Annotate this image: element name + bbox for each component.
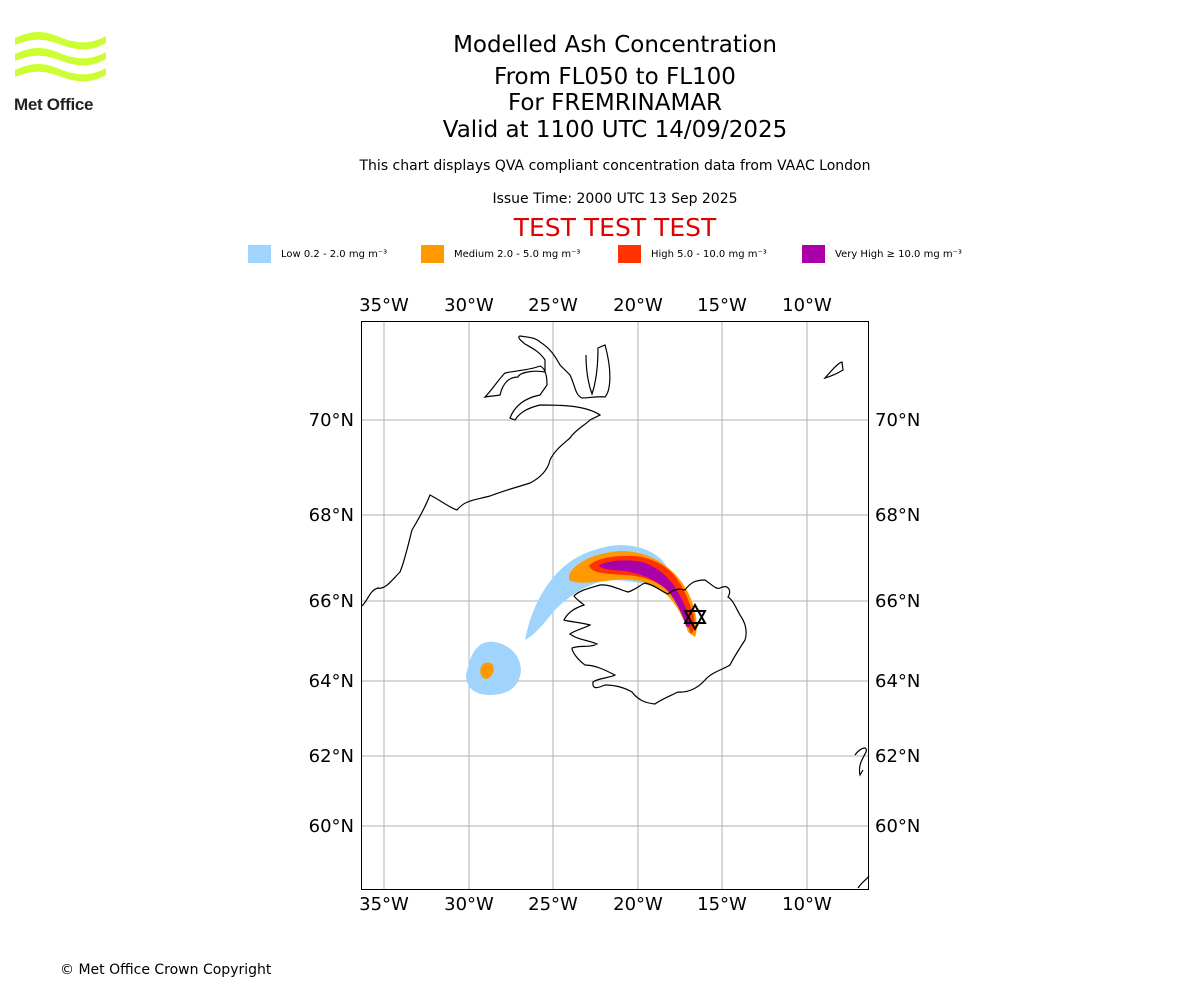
lat-labels-right: 70°N 68°N 66°N 64°N 62°N 60°N xyxy=(875,410,920,837)
legend-label-low: Low 0.2 - 2.0 mg m⁻³ xyxy=(281,248,388,260)
lat-label-right: 68°N xyxy=(875,505,920,526)
lat-label-right: 70°N xyxy=(875,410,920,431)
legend-label-medium: Medium 2.0 - 5.0 mg m⁻³ xyxy=(454,248,581,260)
lon-label-bottom: 25°W xyxy=(528,894,578,915)
lat-label-left: 64°N xyxy=(309,671,354,692)
legend-label-high: High 5.0 - 10.0 mg m⁻³ xyxy=(651,248,767,260)
legend-item-very-high: Very High ≥ 10.0 mg m⁻³ xyxy=(802,244,962,264)
map-gridlines xyxy=(362,322,869,889)
legend-swatch-very-high xyxy=(802,245,825,263)
legend-label-very-high: Very High ≥ 10.0 mg m⁻³ xyxy=(835,248,962,260)
lon-label-top: 10°W xyxy=(782,295,832,316)
lat-label-left: 62°N xyxy=(309,746,354,767)
flight-levels: From FL050 to FL100 xyxy=(494,64,736,90)
ash-high-concentration xyxy=(589,555,695,634)
star-of-david-icon xyxy=(683,602,707,632)
legend-item-high: High 5.0 - 10.0 mg m⁻³ xyxy=(618,244,767,264)
issue-time: Issue Time: 2000 UTC 13 Sep 2025 xyxy=(492,191,738,207)
lon-labels-bottom: 35°W 30°W 25°W 20°W 15°W 10°W xyxy=(359,894,832,915)
lat-label-left: 68°N xyxy=(309,505,354,526)
copyright-notice: © Met Office Crown Copyright xyxy=(60,962,272,978)
lat-label-right: 66°N xyxy=(875,591,920,612)
lon-label-top: 30°W xyxy=(444,295,494,316)
met-office-waves-icon xyxy=(15,32,106,82)
lat-label-right: 60°N xyxy=(875,816,920,837)
volcano-name: For FREMRINAMAR xyxy=(507,90,723,116)
lat-label-left: 70°N xyxy=(309,410,354,431)
lon-label-top: 25°W xyxy=(528,295,578,316)
lat-labels-left: 70°N 68°N 66°N 64°N 62°N 60°N xyxy=(309,410,354,837)
test-banner: TEST TEST TEST xyxy=(513,213,717,242)
coastlines xyxy=(361,335,870,889)
lat-label-right: 62°N xyxy=(875,746,920,767)
lon-label-bottom: 10°W xyxy=(782,894,832,915)
qva-note: This chart displays QVA compliant concen… xyxy=(359,158,871,174)
lon-label-bottom: 30°W xyxy=(444,894,494,915)
lon-label-top: 15°W xyxy=(697,295,747,316)
met-office-logo: Met Office xyxy=(14,30,114,114)
chart-title: Modelled Ash Concentration xyxy=(453,32,777,58)
valid-time: Valid at 1100 UTC 14/09/2025 xyxy=(442,117,788,143)
legend-swatch-high xyxy=(618,245,641,263)
legend-swatch-low xyxy=(248,245,271,263)
lon-label-bottom: 15°W xyxy=(697,894,747,915)
lon-label-top: 20°W xyxy=(613,295,663,316)
lat-label-right: 64°N xyxy=(875,671,920,692)
map-frame xyxy=(361,321,869,890)
lon-label-bottom: 35°W xyxy=(359,894,409,915)
lat-label-left: 60°N xyxy=(309,816,354,837)
logo-text: Met Office xyxy=(14,95,94,114)
lon-label-bottom: 20°W xyxy=(613,894,663,915)
legend-swatch-medium xyxy=(421,245,444,263)
lat-label-left: 66°N xyxy=(309,591,354,612)
ash-very-high-concentration xyxy=(599,560,691,628)
legend-item-medium: Medium 2.0 - 5.0 mg m⁻³ xyxy=(421,244,580,264)
lon-labels-top: 35°W 30°W 25°W 20°W 15°W 10°W xyxy=(359,295,832,316)
legend-item-low: Low 0.2 - 2.0 mg m⁻³ xyxy=(248,244,387,264)
lon-label-top: 35°W xyxy=(359,295,409,316)
